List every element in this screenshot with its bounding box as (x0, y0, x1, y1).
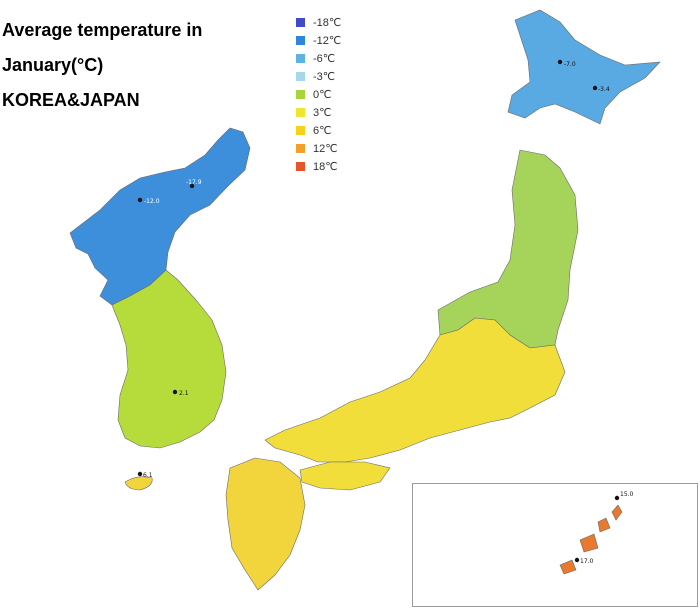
station-label: 2.1 (179, 390, 189, 397)
station-marker (574, 557, 580, 563)
map-title-line3: KOREA&JAPAN (2, 90, 140, 110)
station-label: 15.0 (620, 491, 634, 498)
station-markers (137, 59, 620, 563)
station-label: -12.0 (144, 198, 160, 205)
legend-swatch (296, 72, 305, 82)
station-marker (189, 183, 195, 189)
station-label: -3.4 (598, 86, 610, 93)
okinawa-island-c (579, 533, 599, 553)
station-marker (557, 59, 563, 65)
map-title-line1: Average temperature in (2, 20, 203, 40)
jeju-island (124, 476, 153, 491)
kyushu-region (225, 457, 306, 591)
station-marker (614, 495, 620, 501)
legend-item: 3℃ (296, 103, 341, 121)
legend-item: -12℃ (296, 32, 341, 50)
legend-label: -3℃ (313, 71, 336, 84)
station-label: -17.9 (186, 179, 202, 186)
station-marker (592, 85, 598, 91)
okinawa-island-b (597, 517, 611, 533)
legend-swatch (296, 125, 305, 135)
legend-label: -6℃ (313, 53, 336, 66)
legend-label: 3℃ (313, 106, 332, 119)
hokkaido-region (507, 9, 661, 125)
legend-swatch (296, 54, 305, 64)
legend-swatch (296, 107, 305, 117)
legend-item: 0℃ (296, 86, 341, 104)
station-label: 17.0 (580, 558, 594, 565)
station-marker (172, 389, 178, 395)
legend-item: 6℃ (296, 121, 341, 139)
legend-item: 18℃ (296, 157, 341, 175)
legend-item: -3℃ (296, 68, 341, 86)
legend-swatch (296, 143, 305, 153)
station-label: 6.1 (143, 472, 153, 479)
honshu-south-region (264, 317, 566, 463)
temperature-legend: -18℃ -12℃ -6℃ -3℃ 0℃ 3℃ 6℃ 12℃ 18℃ (296, 14, 341, 175)
shikoku-region (299, 461, 391, 491)
okinawa-island-d (559, 559, 577, 575)
station-label: -7.0 (564, 61, 576, 68)
legend-label: -18℃ (313, 17, 342, 30)
honshu-north-region (437, 149, 579, 349)
legend-swatch (296, 18, 305, 28)
station-labels: -12.0 -17.9 2.1 -7.0 -3.4 6.1 15.0 17.0 (143, 61, 634, 565)
legend-item: 12℃ (296, 139, 341, 157)
station-marker (137, 471, 143, 477)
map-title-line2: January(°C) (2, 55, 104, 75)
legend-label: 0℃ (313, 89, 332, 101)
legend-swatch (296, 161, 305, 171)
legend-item: -18℃ (296, 14, 341, 32)
legend-label: -12℃ (313, 35, 342, 48)
legend-swatch (296, 90, 305, 99)
okinawa-island-a (611, 504, 623, 521)
korea-south-region (111, 269, 227, 449)
legend-label: 18℃ (313, 160, 338, 173)
korea-north-region (69, 127, 251, 306)
legend-item: -6℃ (296, 50, 341, 68)
station-marker (137, 197, 143, 203)
legend-label: 12℃ (313, 142, 338, 155)
legend-label: 6℃ (313, 124, 332, 137)
okinawa-inset-frame (412, 483, 698, 607)
legend-swatch (296, 36, 305, 46)
